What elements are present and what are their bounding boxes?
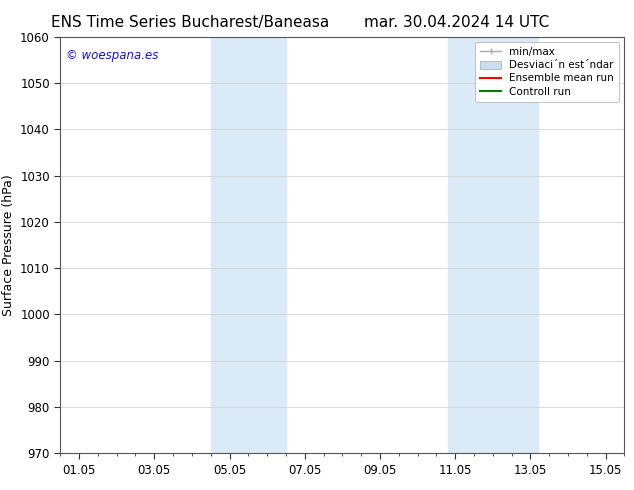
Bar	[448, 37, 538, 453]
Text: ENS Time Series Bucharest/Baneasa: ENS Time Series Bucharest/Baneasa	[51, 15, 329, 30]
Text: mar. 30.04.2024 14 UTC: mar. 30.04.2024 14 UTC	[364, 15, 549, 30]
Bar	[210, 37, 286, 453]
Y-axis label: Surface Pressure (hPa): Surface Pressure (hPa)	[1, 174, 15, 316]
Text: © woespana.es: © woespana.es	[66, 49, 158, 62]
Legend: min/max, Desviaci´n est´ndar, Ensemble mean run, Controll run: min/max, Desviaci´n est´ndar, Ensemble m…	[475, 42, 619, 102]
